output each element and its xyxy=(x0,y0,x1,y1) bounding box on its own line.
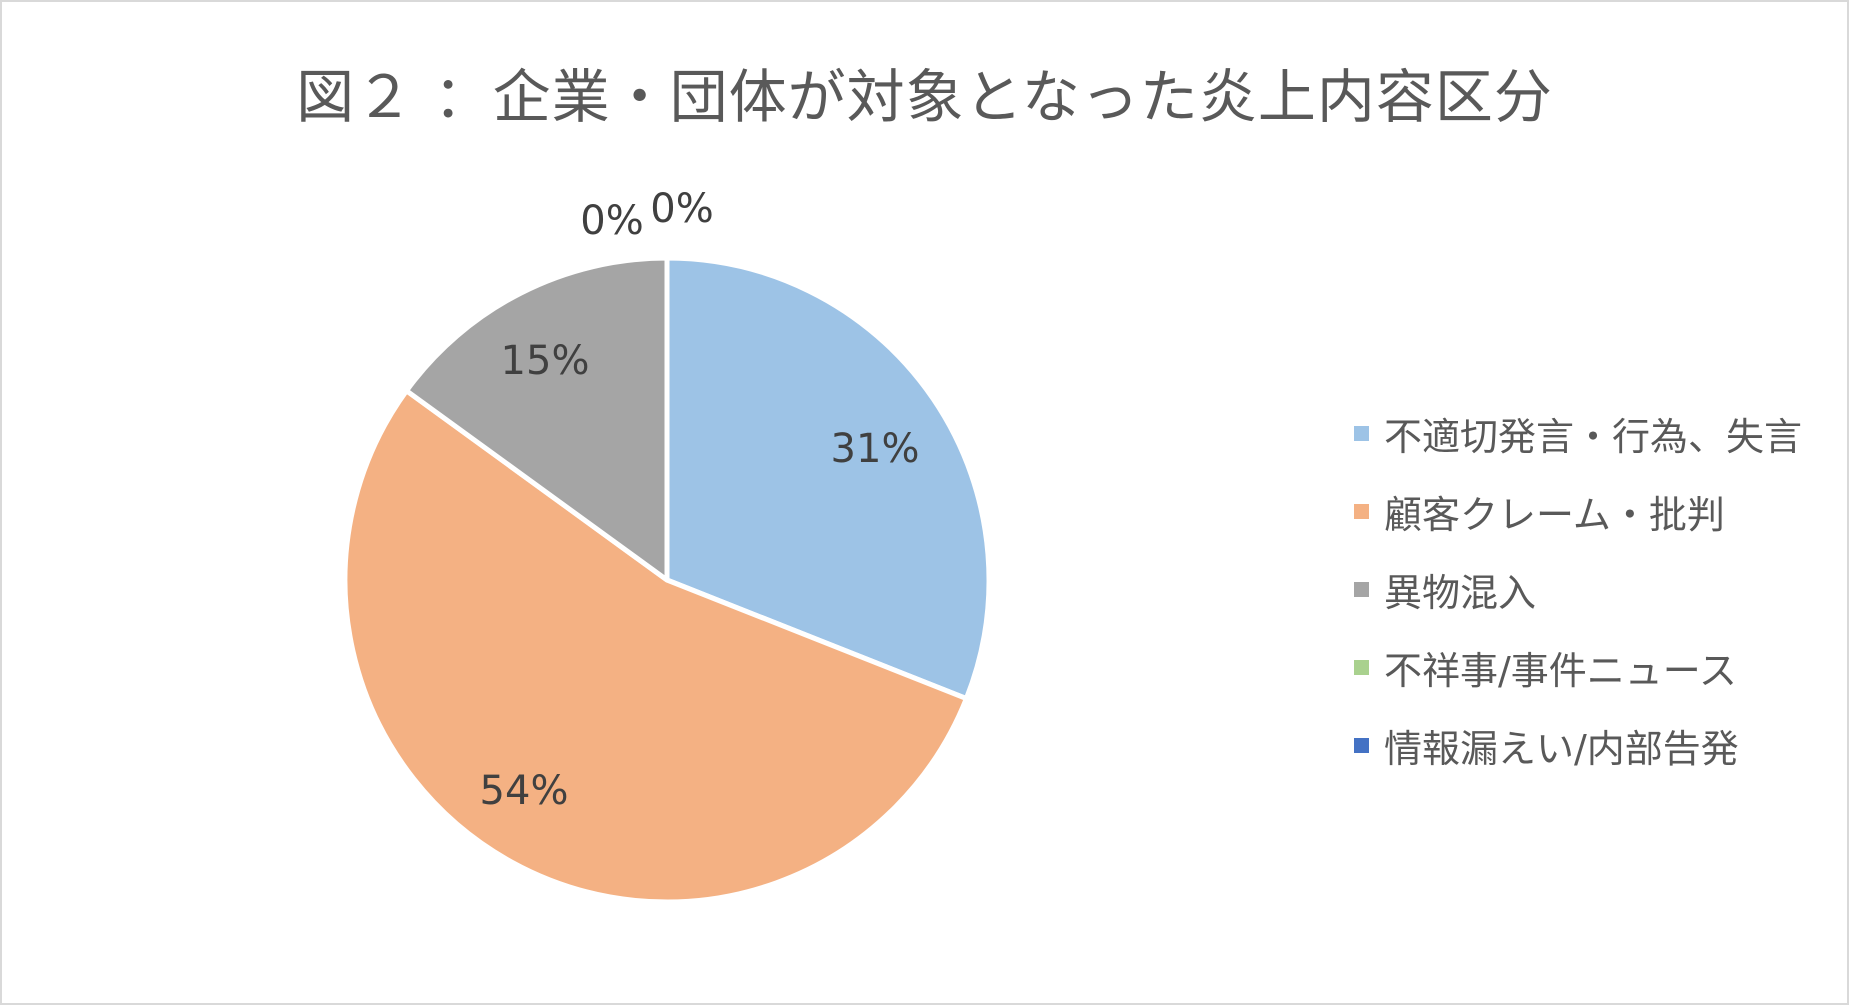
data-label-3: 15% xyxy=(501,338,590,384)
pie-slice-1 xyxy=(664,255,992,702)
legend-item: 不適切発言・行為、失言 xyxy=(1354,394,1802,472)
legend-label: 情報漏えい/内部告発 xyxy=(1384,726,1739,771)
legend: 不適切発言・行為、失言 顧客クレーム・批判 異物混入不祥事/事件ニュース 情報漏えい/… xyxy=(1354,394,1802,784)
legend-swatch xyxy=(1354,659,1369,675)
legend-item: 顧客クレーム・批判 xyxy=(1354,472,1802,550)
legend-swatch xyxy=(1354,425,1369,441)
data-label-5: 0% xyxy=(650,186,713,232)
legend-label: 顧客クレーム・批判 xyxy=(1384,492,1725,537)
data-label-2: 54% xyxy=(480,768,569,814)
pie-slice-2 xyxy=(342,388,969,905)
legend-label: 異物混入 xyxy=(1384,570,1537,615)
data-label-4: 0% xyxy=(580,198,643,244)
legend-swatch xyxy=(1354,503,1369,519)
legend-label: 不祥事/事件ニュース xyxy=(1384,648,1737,693)
legend-item: 異物混入 xyxy=(1354,550,1802,628)
chart-title: 図２ ：企業・団体が対象となった炎上内容区分 xyxy=(296,63,1553,131)
legend-swatch xyxy=(1354,581,1369,597)
legend-item: 不祥事/事件ニュース xyxy=(1354,628,1802,706)
legend-item: 情報漏えい/内部告発 xyxy=(1354,706,1802,784)
pie-slice-3 xyxy=(403,255,670,583)
legend-swatch xyxy=(1354,737,1369,753)
data-label-1: 31% xyxy=(831,426,920,472)
legend-label: 不適切発言・行為、失言 xyxy=(1384,414,1803,459)
